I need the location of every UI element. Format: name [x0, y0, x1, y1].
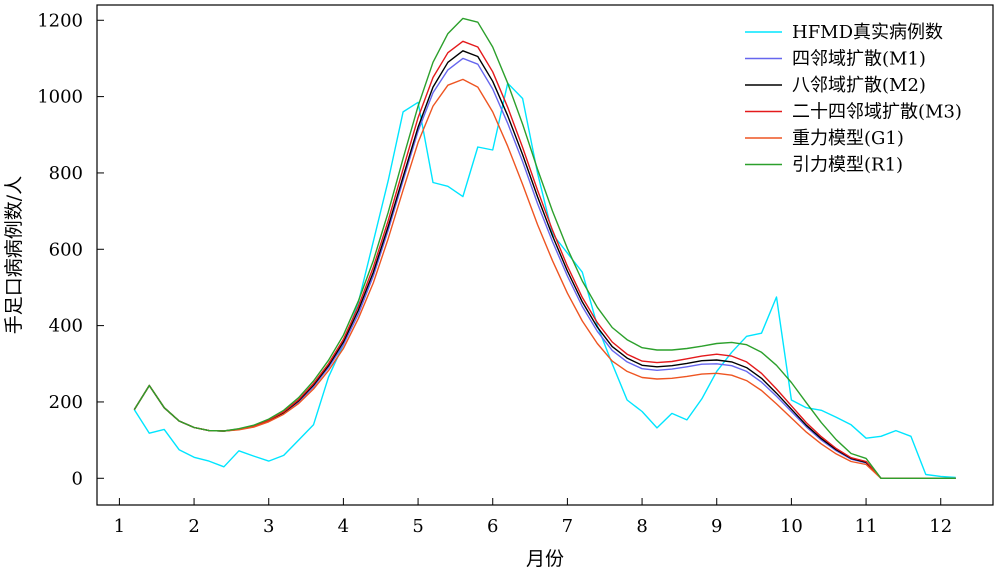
y-tick-label: 600 — [49, 239, 83, 260]
x-tick-label: 8 — [636, 516, 647, 537]
x-tick-label: 5 — [412, 516, 423, 537]
x-tick-label: 9 — [711, 516, 722, 537]
x-tick-label: 12 — [929, 516, 952, 537]
y-tick-label: 200 — [49, 392, 83, 413]
y-tick-label: 1200 — [37, 10, 83, 31]
x-tick-label: 10 — [780, 516, 803, 537]
x-tick-label: 11 — [855, 516, 878, 537]
series-line-5 — [133, 17, 956, 479]
y-tick-label: 1000 — [37, 87, 83, 108]
y-axis: 0 200 400 600 800 1000 1200 — [37, 10, 104, 489]
plot-frame — [96, 4, 994, 506]
y-tick-label: 400 — [49, 316, 83, 337]
series-line-3 — [133, 40, 956, 479]
legend-label-3: 二十四邻域扩散(M3) — [792, 102, 962, 123]
series-lines — [133, 17, 956, 479]
series-line-0 — [133, 82, 956, 479]
legend-label-2: 八邻域扩散(M2) — [792, 75, 926, 96]
x-tick-label: 4 — [338, 516, 349, 537]
x-tick-label: 7 — [562, 516, 573, 537]
y-axis-title: 手足口病病例数/人 — [3, 176, 25, 334]
x-axis: 1 2 3 4 5 6 7 8 9 10 11 12 — [114, 498, 952, 537]
x-tick-label: 2 — [188, 516, 199, 537]
x-tick-label: 1 — [114, 516, 125, 537]
x-tick-label: 6 — [487, 516, 498, 537]
legend-label-4: 重力模型(G1) — [792, 128, 904, 149]
y-tick-label: 800 — [49, 163, 83, 184]
x-tick-label: 3 — [263, 516, 274, 537]
y-tick-label: 0 — [72, 468, 83, 489]
legend-label-1: 四邻域扩散(M1) — [792, 49, 926, 70]
series-line-4 — [133, 78, 956, 479]
x-axis-title: 月份 — [526, 548, 564, 570]
legend-label-0: HFMD真实病例数 — [792, 22, 943, 43]
legend-label-5: 引力模型(R1) — [792, 155, 903, 176]
